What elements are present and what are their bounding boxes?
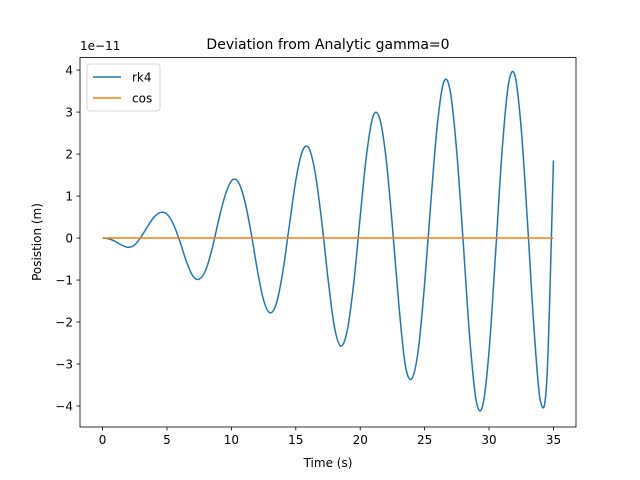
- y-tick-label: −4: [55, 400, 73, 414]
- plot-lines: [102, 70, 555, 412]
- x-tick-label: 30: [481, 433, 496, 447]
- x-axis-label: Time (s): [303, 456, 353, 470]
- y-offset-label: 1e−11: [80, 39, 120, 53]
- legend-box: [86, 63, 161, 112]
- y-tick-label: −1: [55, 274, 73, 288]
- x-tick-label: 20: [353, 433, 368, 447]
- y-tick-label: −3: [55, 358, 73, 372]
- legend: rk4 cos: [86, 63, 161, 112]
- x-axis-ticks: 0 5 10 15 20 25 30 35: [99, 427, 561, 447]
- y-tick-label: −2: [55, 316, 73, 330]
- y-tick-label: 1: [65, 190, 73, 204]
- y-tick-label: 4: [65, 64, 73, 78]
- x-tick-label: 15: [288, 433, 303, 447]
- legend-label-cos: cos: [132, 92, 152, 106]
- plot-frame: [79, 57, 577, 428]
- y-tick-label: 0: [65, 232, 73, 246]
- y-axis-label: Posistion (m): [30, 203, 44, 281]
- y-axis-ticks: −4 −3 −2 −1 0 1 2 3 4: [55, 64, 80, 414]
- x-tick-label: 25: [417, 433, 432, 447]
- x-tick-label: 5: [163, 433, 171, 447]
- legend-label-rk4: rk4: [132, 71, 152, 85]
- x-tick-label: 10: [224, 433, 239, 447]
- series-line-rk4: [102, 70, 555, 412]
- y-tick-label: 2: [65, 148, 73, 162]
- x-tick-label: 35: [546, 433, 561, 447]
- x-tick-label: 0: [99, 433, 107, 447]
- y-tick-label: 3: [65, 106, 73, 120]
- chart-title: Deviation from Analytic gamma=0: [206, 37, 449, 53]
